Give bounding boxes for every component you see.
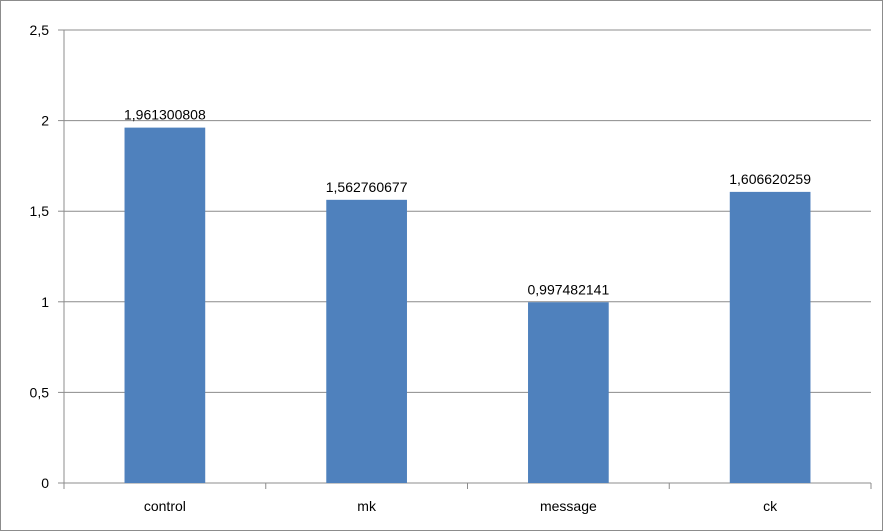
x-tick-label-message: message [540, 498, 597, 514]
bar-control [124, 127, 206, 483]
bar-message [528, 302, 609, 483]
labels: 0 0,5 1 1,5 2 2,5 1,961300808 control 1,56276067… [30, 22, 812, 514]
y-tick-label: 2 [41, 113, 49, 129]
data-label-mk: 1,562760677 [326, 179, 408, 195]
x-tick-label-mk: mk [357, 498, 377, 514]
y-tick-label: 2,5 [30, 22, 50, 38]
y-tick-label: 1,5 [30, 203, 50, 219]
x-tick-label-control: control [144, 498, 186, 514]
x-tick-label-ck: ck [763, 498, 778, 514]
data-label-ck: 1,606620259 [729, 171, 811, 187]
bar-ck [729, 191, 811, 483]
y-tick-label: 0,5 [30, 384, 50, 400]
bars [124, 127, 811, 483]
data-label-control: 1,961300808 [124, 107, 206, 123]
y-tick-label: 0 [41, 475, 49, 491]
y-tick-label: 1 [41, 294, 49, 310]
bar-mk [326, 199, 407, 483]
data-label-message: 0,997482141 [527, 281, 609, 297]
